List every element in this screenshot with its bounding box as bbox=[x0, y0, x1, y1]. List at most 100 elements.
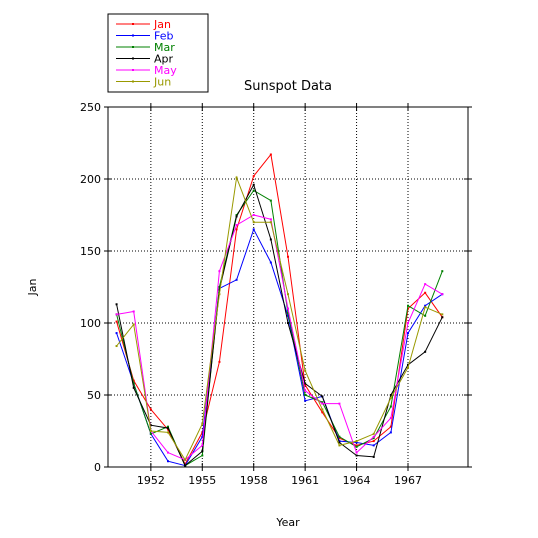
y-tick-label: 0 bbox=[94, 461, 101, 474]
data-point bbox=[304, 383, 307, 386]
data-point bbox=[321, 408, 324, 411]
plot-frame bbox=[107, 106, 469, 468]
data-point bbox=[407, 366, 409, 369]
data-point bbox=[252, 221, 255, 224]
data-point bbox=[218, 286, 221, 288]
data-point bbox=[149, 424, 152, 427]
x-tick-label: 1955 bbox=[188, 474, 216, 487]
data-point bbox=[372, 432, 375, 435]
data-point bbox=[235, 176, 238, 179]
series-line-may bbox=[116, 214, 443, 461]
data-point bbox=[321, 402, 324, 405]
legend-label: Jan bbox=[153, 18, 171, 31]
data-point bbox=[304, 382, 307, 385]
data-point bbox=[338, 437, 341, 440]
data-point bbox=[407, 304, 409, 307]
legend-marker bbox=[132, 80, 134, 83]
data-point bbox=[424, 291, 427, 294]
data-point bbox=[115, 303, 118, 306]
data-point bbox=[407, 363, 409, 366]
legend-label: Mar bbox=[154, 41, 175, 54]
x-tick-label: 1961 bbox=[291, 474, 319, 487]
legend-marker bbox=[132, 46, 134, 48]
data-point bbox=[355, 440, 358, 443]
data-point bbox=[372, 435, 375, 438]
data-point bbox=[269, 221, 272, 224]
data-point bbox=[132, 386, 135, 389]
data-point bbox=[441, 313, 444, 316]
data-point bbox=[201, 444, 204, 447]
data-point bbox=[389, 396, 392, 399]
data-point bbox=[184, 463, 187, 466]
data-point bbox=[149, 432, 152, 435]
data-point bbox=[287, 255, 289, 258]
data-point bbox=[424, 350, 427, 353]
data-point bbox=[321, 401, 324, 404]
series-line-feb bbox=[116, 228, 443, 467]
series-apr bbox=[115, 183, 444, 467]
data-point bbox=[304, 394, 307, 396]
data-point bbox=[218, 293, 221, 296]
data-point bbox=[201, 422, 204, 425]
data-point bbox=[287, 314, 289, 317]
data-point bbox=[355, 444, 358, 447]
data-point bbox=[269, 218, 272, 221]
data-point bbox=[218, 360, 221, 363]
data-point bbox=[132, 382, 135, 385]
x-tick-label: 1967 bbox=[394, 474, 422, 487]
data-point bbox=[201, 435, 204, 438]
grid-lines bbox=[108, 107, 468, 467]
axis-ticks: 1952 1955 1958 1961 1964 1967 0 50 100 150 200 250 bbox=[80, 101, 472, 487]
data-point bbox=[235, 228, 238, 231]
data-point bbox=[407, 332, 409, 335]
data-point bbox=[389, 417, 392, 420]
series-line-mar bbox=[116, 189, 443, 467]
data-point bbox=[167, 425, 169, 428]
data-point bbox=[167, 451, 169, 454]
data-point bbox=[218, 270, 221, 273]
legend-marker bbox=[132, 34, 134, 37]
data-point bbox=[269, 261, 272, 264]
data-point bbox=[355, 451, 358, 454]
data-point bbox=[287, 311, 289, 314]
data-point bbox=[167, 428, 169, 431]
data-point bbox=[372, 440, 375, 443]
data-point bbox=[338, 440, 341, 443]
data-point bbox=[184, 458, 187, 461]
data-point bbox=[355, 441, 358, 444]
data-point bbox=[252, 228, 255, 231]
data-point bbox=[132, 379, 135, 382]
data-point bbox=[184, 464, 187, 467]
data-point bbox=[338, 402, 341, 405]
data-point bbox=[252, 214, 255, 216]
data-point bbox=[269, 199, 272, 202]
data-point bbox=[201, 450, 204, 453]
data-point bbox=[235, 278, 238, 281]
data-point bbox=[287, 293, 289, 296]
data-point bbox=[338, 435, 341, 438]
data-point bbox=[115, 345, 118, 348]
data-point bbox=[372, 455, 375, 458]
data-point bbox=[201, 454, 204, 457]
legend-marker bbox=[132, 23, 134, 25]
data-point bbox=[115, 332, 118, 335]
series-jun bbox=[115, 175, 444, 461]
data-point bbox=[201, 431, 204, 434]
data-point bbox=[441, 293, 444, 296]
data-point bbox=[304, 369, 307, 372]
legend-label: Feb bbox=[154, 30, 173, 43]
data-point bbox=[389, 405, 392, 408]
data-point bbox=[269, 238, 272, 241]
x-tick-label: 1958 bbox=[240, 474, 268, 487]
legend-box bbox=[107, 13, 209, 93]
data-point bbox=[424, 304, 427, 307]
data-point bbox=[115, 320, 118, 323]
data-point bbox=[252, 175, 255, 178]
series-may bbox=[115, 214, 444, 461]
data-point bbox=[321, 395, 324, 398]
data-point bbox=[252, 189, 255, 192]
y-tick-label: 200 bbox=[80, 173, 101, 186]
data-point bbox=[252, 183, 255, 186]
